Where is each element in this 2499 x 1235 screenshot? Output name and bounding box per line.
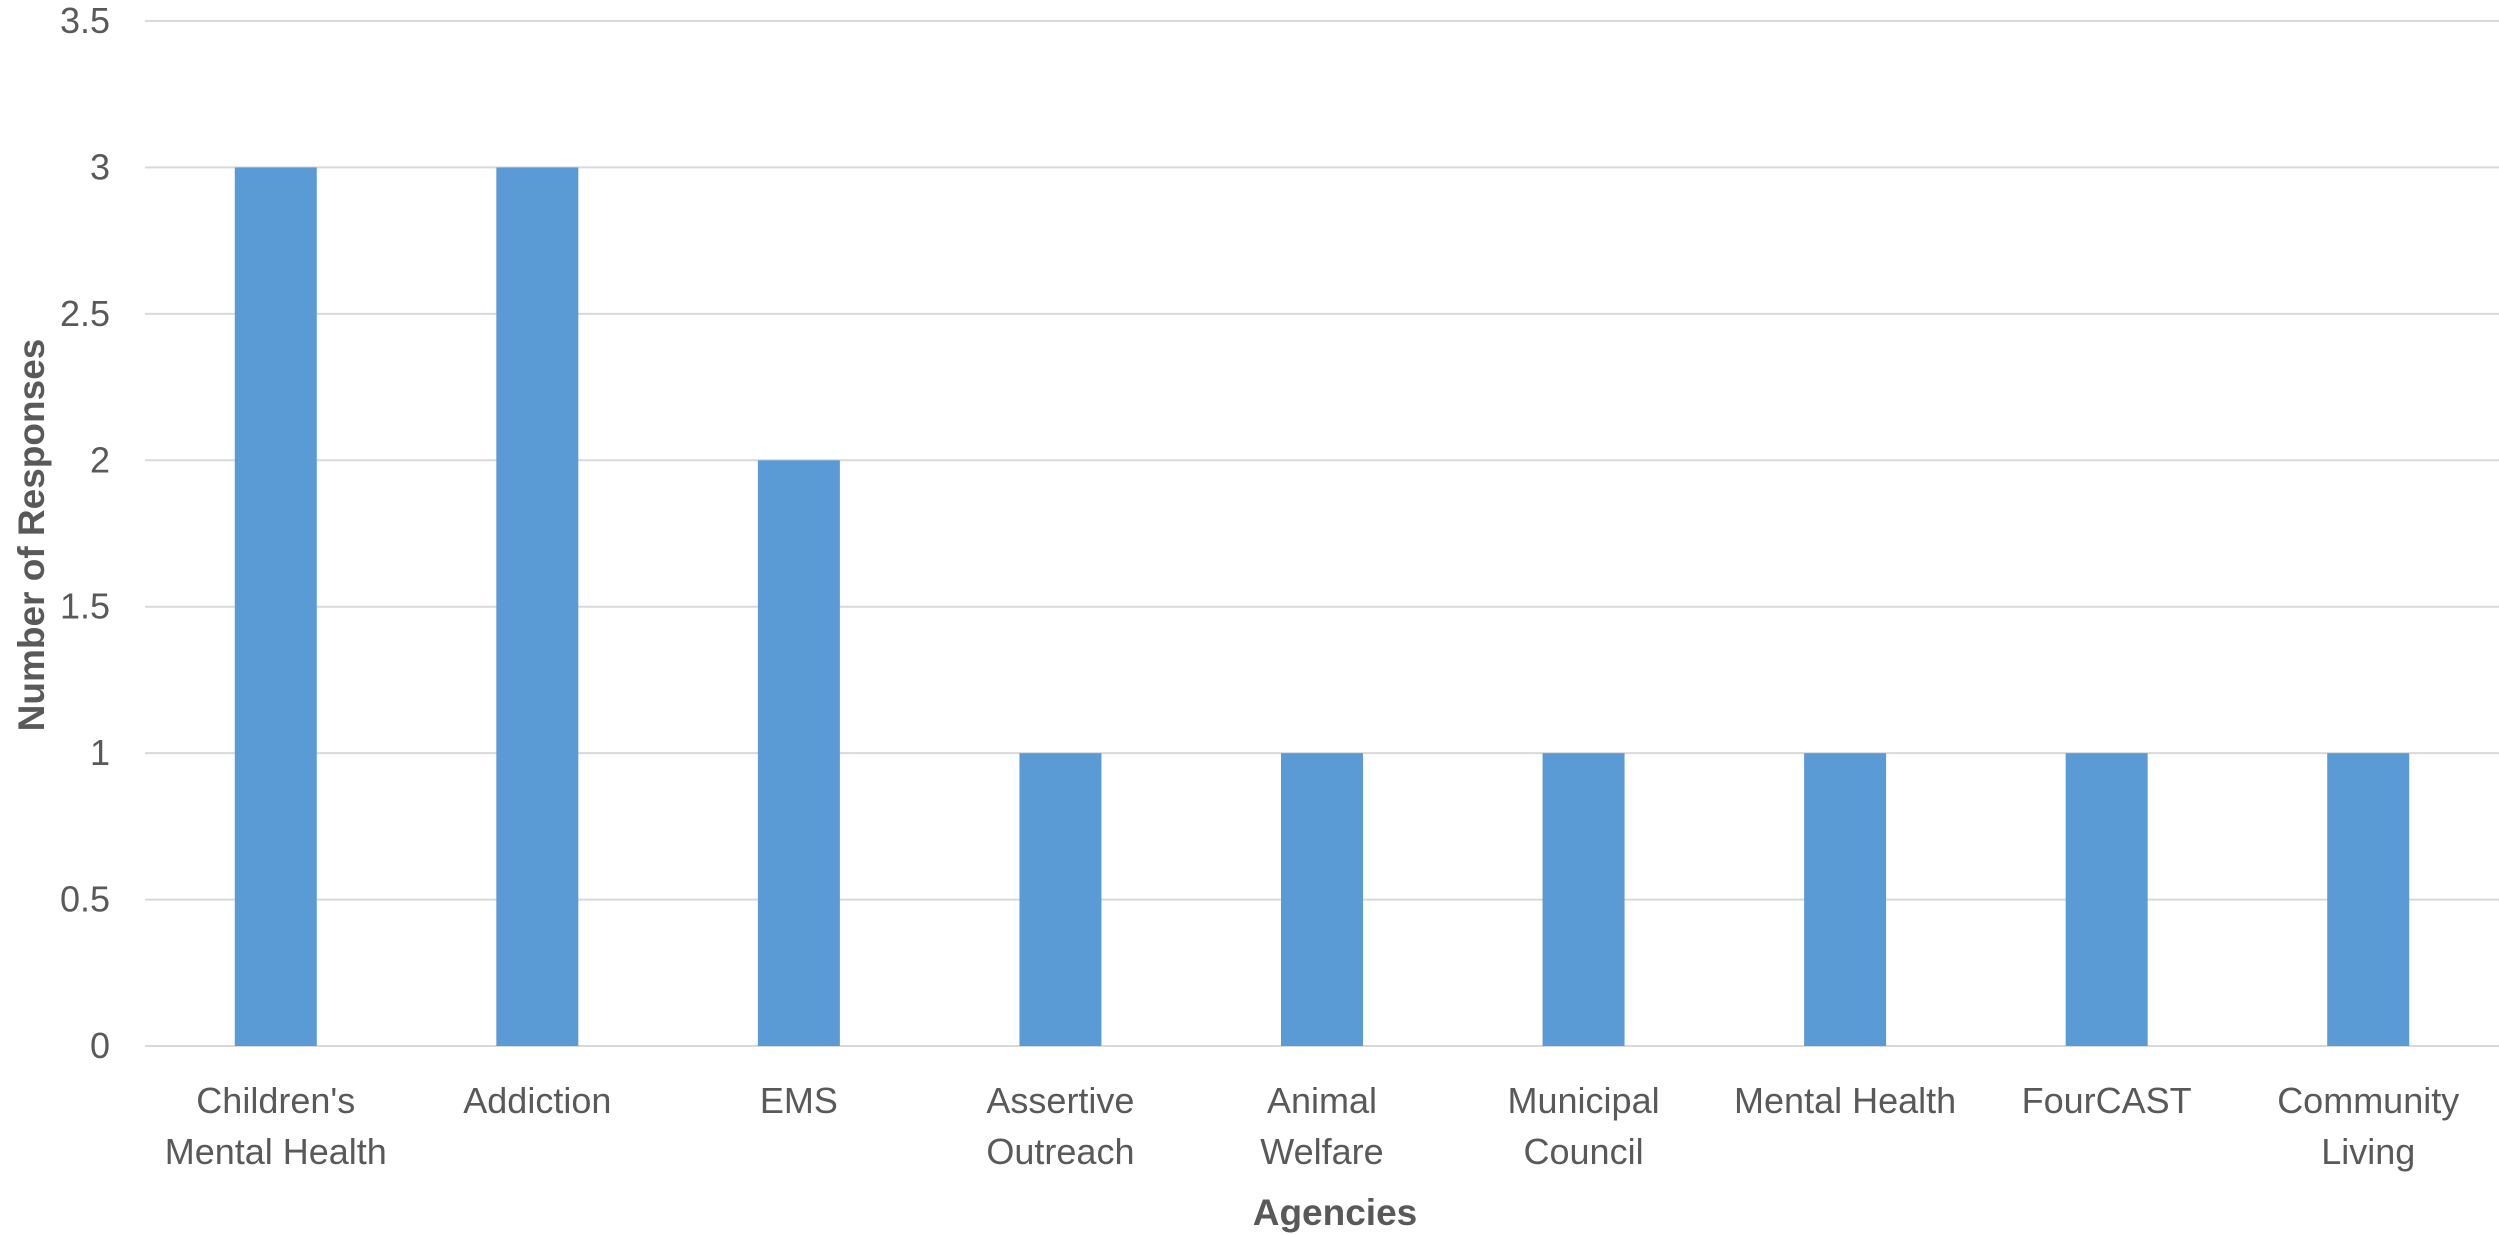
y-tick-label: 2.5 — [60, 293, 110, 334]
bar — [757, 460, 840, 1046]
x-tick-label: FourCAST — [2022, 1080, 2192, 1121]
bar — [2327, 753, 2410, 1046]
bar — [234, 167, 317, 1046]
y-axis-title: Number of Responses — [11, 339, 52, 732]
y-tick-label: 2 — [90, 439, 110, 480]
y-tick-label: 1 — [90, 732, 110, 773]
x-tick-label: Assertive Outreach — [986, 1080, 1134, 1172]
x-tick-label: Community Living — [2277, 1080, 2459, 1172]
x-axis-title: Agencies — [1253, 1192, 1418, 1233]
x-tick-label: Children's Mental Health — [165, 1080, 387, 1172]
x-tick-label: Mental Health — [1734, 1080, 1956, 1121]
x-tick-label: Animal Welfare — [1260, 1080, 1383, 1172]
bar — [2065, 753, 2148, 1046]
y-axis-ticks: 0 0.5 1 1.5 2 2.5 3 3.5 — [60, 0, 110, 1066]
bar — [1019, 753, 1102, 1046]
x-axis-ticks: Children's Mental Health Addiction EMS Asser… — [165, 1080, 2460, 1172]
y-tick-label: 0 — [90, 1025, 110, 1066]
y-tick-label: 3 — [90, 146, 110, 187]
x-tick-label: Municipal Council — [1508, 1080, 1660, 1172]
x-tick-label: Addiction — [463, 1080, 611, 1121]
x-tick-label: EMS — [760, 1080, 838, 1121]
y-tick-label: 0.5 — [60, 879, 110, 920]
y-tick-label: 1.5 — [60, 586, 110, 627]
bar — [1542, 753, 1625, 1046]
y-tick-label: 3.5 — [60, 0, 110, 41]
bar — [496, 167, 579, 1046]
bars — [234, 167, 2410, 1046]
bar — [1281, 753, 1363, 1046]
bar — [1804, 753, 1887, 1046]
